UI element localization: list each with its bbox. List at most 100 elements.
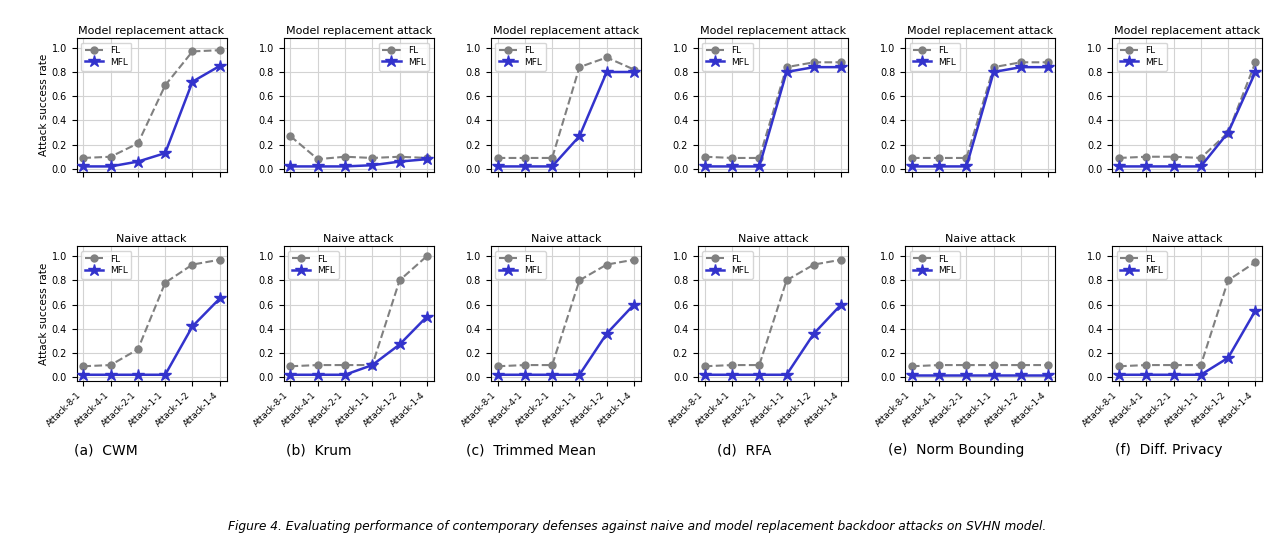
MFL xyxy=(185,323,200,330)
MFL xyxy=(103,372,119,378)
MFL xyxy=(571,372,587,378)
MFL xyxy=(986,372,1001,378)
MFL xyxy=(959,163,974,170)
FL xyxy=(338,362,353,368)
MFL xyxy=(365,162,380,169)
MFL xyxy=(697,163,713,170)
MFL xyxy=(834,64,849,70)
FL xyxy=(1014,59,1029,66)
MFL xyxy=(571,133,587,139)
MFL xyxy=(599,69,615,75)
MFL xyxy=(518,372,533,378)
FL xyxy=(419,154,435,161)
Line: MFL: MFL xyxy=(491,298,640,381)
MFL xyxy=(490,372,505,378)
MFL xyxy=(724,163,740,170)
MFL xyxy=(310,372,325,378)
MFL xyxy=(752,372,768,378)
Text: (d)  RFA: (d) RFA xyxy=(717,443,771,458)
Line: FL: FL xyxy=(701,59,844,162)
Legend: FL, MFL: FL, MFL xyxy=(495,42,546,71)
FL xyxy=(959,154,974,161)
FL xyxy=(599,54,615,61)
Title: Naive attack: Naive attack xyxy=(945,234,1015,244)
FL xyxy=(752,154,768,161)
FL xyxy=(185,48,200,54)
FL xyxy=(697,363,713,369)
Line: MFL: MFL xyxy=(1113,304,1262,381)
FL xyxy=(1014,362,1029,368)
FL xyxy=(518,362,533,368)
MFL xyxy=(986,69,1001,75)
Title: Model replacement attack: Model replacement attack xyxy=(286,26,432,36)
FL xyxy=(724,154,740,161)
MFL xyxy=(310,163,325,170)
Line: MFL: MFL xyxy=(699,298,848,381)
Text: (f)  Diff. Privacy: (f) Diff. Privacy xyxy=(1116,443,1223,458)
Line: MFL: MFL xyxy=(1113,66,1262,172)
Legend: FL, MFL: FL, MFL xyxy=(909,251,960,279)
MFL xyxy=(1165,163,1181,170)
FL xyxy=(697,153,713,160)
MFL xyxy=(130,372,145,378)
MFL xyxy=(806,330,821,337)
MFL xyxy=(697,372,713,378)
Legend: FL, MFL: FL, MFL xyxy=(288,251,339,279)
Legend: FL, MFL: FL, MFL xyxy=(1117,251,1167,279)
Legend: FL, MFL: FL, MFL xyxy=(82,42,131,71)
Line: FL: FL xyxy=(495,256,638,370)
Legend: FL, MFL: FL, MFL xyxy=(909,42,960,71)
Line: MFL: MFL xyxy=(905,61,1054,172)
FL xyxy=(571,64,587,70)
FL xyxy=(310,156,325,163)
FL xyxy=(1139,362,1154,368)
MFL xyxy=(1040,372,1056,378)
MFL xyxy=(1014,372,1029,378)
FL xyxy=(932,362,947,368)
MFL xyxy=(904,372,919,378)
FL xyxy=(544,154,560,161)
FL xyxy=(391,153,407,160)
FL xyxy=(1040,362,1056,368)
MFL xyxy=(752,163,768,170)
MFL xyxy=(1139,163,1154,170)
FL xyxy=(1165,362,1181,368)
FL xyxy=(1193,154,1209,161)
MFL xyxy=(626,301,641,308)
Title: Model replacement attack: Model replacement attack xyxy=(907,26,1053,36)
MFL xyxy=(1193,372,1209,378)
Title: Naive attack: Naive attack xyxy=(116,234,187,244)
FL xyxy=(1248,59,1264,66)
Title: Model replacement attack: Model replacement attack xyxy=(1114,26,1260,36)
MFL xyxy=(544,163,560,170)
FL xyxy=(103,153,119,160)
MFL xyxy=(419,156,435,163)
Line: FL: FL xyxy=(495,54,638,162)
Y-axis label: Attack success rate: Attack success rate xyxy=(38,262,48,364)
Line: MFL: MFL xyxy=(76,60,226,172)
FL xyxy=(806,261,821,268)
Text: Figure 4. Evaluating performance of contemporary defenses against naive and mode: Figure 4. Evaluating performance of cont… xyxy=(228,520,1047,533)
MFL xyxy=(1248,69,1264,75)
MFL xyxy=(932,372,947,378)
FL xyxy=(75,363,91,369)
FL xyxy=(626,66,641,73)
MFL xyxy=(779,372,794,378)
FL xyxy=(932,154,947,161)
MFL xyxy=(391,158,407,165)
MFL xyxy=(212,63,227,69)
Line: MFL: MFL xyxy=(76,292,226,381)
FL xyxy=(75,154,91,161)
FL xyxy=(599,261,615,268)
Line: FL: FL xyxy=(80,256,223,370)
Y-axis label: Attack success rate: Attack success rate xyxy=(38,54,48,157)
Title: Naive attack: Naive attack xyxy=(324,234,394,244)
FL xyxy=(904,363,919,369)
MFL xyxy=(834,301,849,308)
MFL xyxy=(932,163,947,170)
MFL xyxy=(806,64,821,70)
Title: Model replacement attack: Model replacement attack xyxy=(492,26,639,36)
FL xyxy=(1112,154,1127,161)
Line: FL: FL xyxy=(701,256,844,370)
FL xyxy=(544,362,560,368)
